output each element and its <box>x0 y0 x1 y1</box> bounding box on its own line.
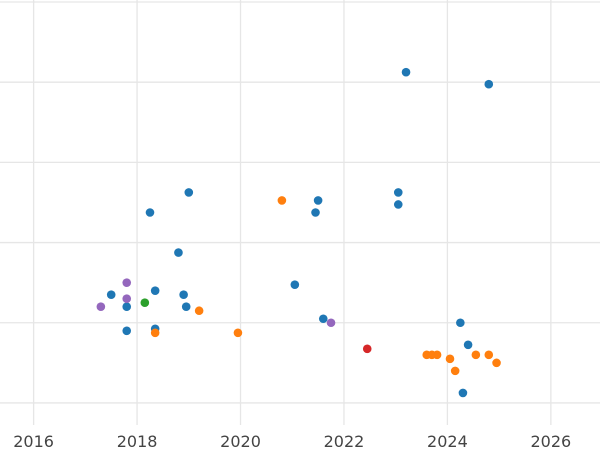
data-point <box>313 196 323 205</box>
horizontal-gridlines <box>0 1 600 404</box>
data-point <box>106 290 116 299</box>
data-point <box>456 318 465 328</box>
data-point <box>277 196 287 205</box>
data-point <box>484 350 494 360</box>
data-point <box>96 302 106 312</box>
data-point <box>458 388 468 398</box>
data-point <box>174 248 183 257</box>
data-point <box>471 350 481 360</box>
data-point <box>181 302 191 312</box>
data-point <box>122 294 132 304</box>
x-tick-label: 2016 <box>13 432 54 450</box>
x-tick-label: 2020 <box>220 432 261 450</box>
data-point <box>463 340 473 350</box>
data-point <box>122 302 132 312</box>
data-point <box>445 354 455 364</box>
x-axis-tick-labels: 2016 2018 2020 2022 2024 2026 <box>13 432 571 450</box>
data-point <box>122 278 132 287</box>
data-point <box>145 208 155 217</box>
x-tick-label: 2022 <box>324 432 365 450</box>
data-point <box>484 79 494 89</box>
data-point <box>122 326 132 336</box>
data-point <box>311 208 320 217</box>
data-point <box>492 358 501 368</box>
data-point <box>150 328 160 338</box>
data-point <box>290 280 300 289</box>
data-point <box>150 286 160 295</box>
x-tick-label: 2024 <box>427 432 468 450</box>
data-point <box>179 290 188 299</box>
data-point <box>326 318 336 328</box>
data-point <box>432 350 442 360</box>
x-tick-label: 2026 <box>531 432 572 450</box>
data-point <box>140 298 150 308</box>
data-point <box>362 344 372 354</box>
data-point <box>393 188 403 197</box>
vertical-gridlines <box>32 0 552 425</box>
data-point <box>450 366 460 376</box>
data-point <box>184 188 194 197</box>
data-point <box>194 306 204 316</box>
data-point <box>401 67 411 77</box>
x-tick-label: 2018 <box>117 432 158 450</box>
data-point <box>318 314 328 324</box>
data-point <box>233 328 243 338</box>
data-point <box>393 200 403 209</box>
data-points <box>96 67 501 398</box>
